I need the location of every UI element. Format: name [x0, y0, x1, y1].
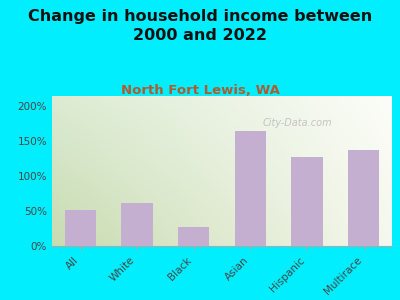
Bar	[122, 203, 152, 246]
Text: Change in household income between
2000 and 2022: Change in household income between 2000 …	[28, 9, 372, 43]
Text: City-Data.com: City-Data.com	[263, 118, 332, 128]
Bar	[235, 131, 266, 246]
Text: North Fort Lewis, WA: North Fort Lewis, WA	[120, 84, 280, 97]
Bar	[348, 150, 379, 246]
Bar	[65, 210, 96, 246]
Bar	[178, 227, 209, 246]
Bar	[292, 157, 322, 246]
